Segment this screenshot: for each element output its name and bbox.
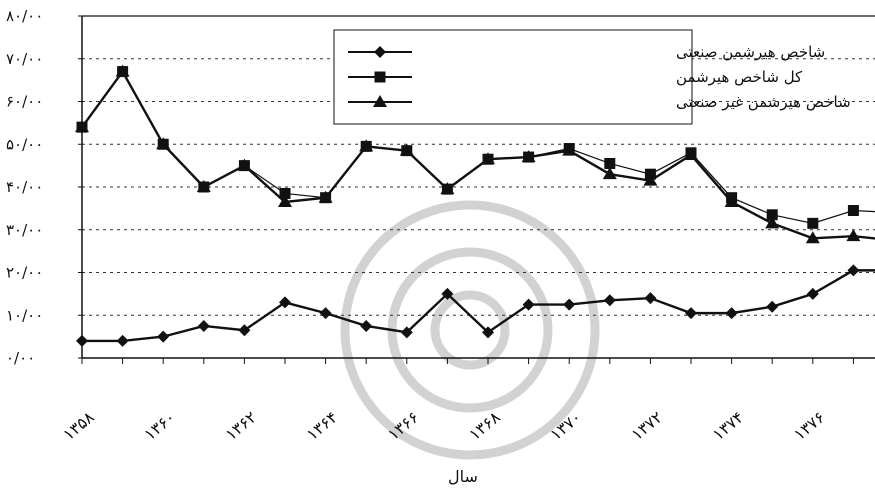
x-tick-label: ۱۳۵۸ [59, 407, 98, 444]
legend-marker-triangle [373, 95, 387, 107]
data-point-diamond [685, 307, 697, 320]
x-tick-label: ۱۳۷۸ [871, 407, 875, 444]
y-tick-label: ۸۰/۰۰ [6, 7, 43, 25]
data-point-diamond [766, 300, 779, 313]
data-point-square [563, 143, 575, 155]
x-tick-label: ۱۳۷۴ [709, 407, 748, 444]
data-point-diamond [603, 294, 616, 307]
series-diamond [76, 264, 875, 347]
x-tick-label: ۱۳۶۰ [140, 407, 179, 444]
x-axis-label: سال [448, 467, 478, 486]
data-point-triangle [765, 216, 780, 229]
legend-label: شاخص هیرشمن صنعتی [676, 43, 825, 61]
x-tick-label: ۱۳۷۰ [546, 407, 585, 444]
data-point-square [766, 209, 778, 221]
y-tick-label: ۲۰/۰۰ [6, 264, 43, 282]
data-point-triangle [805, 231, 820, 244]
data-point-square [847, 205, 859, 217]
x-tick-label: ۱۳۷۶ [790, 407, 829, 444]
series-lines [75, 64, 875, 347]
data-point-square [157, 138, 169, 150]
y-tick-label: ۵۰/۰۰ [6, 135, 43, 153]
series-square [76, 66, 875, 229]
y-axis-ticks: ۰/۰۰ ۱۰/۰۰ ۲۰/۰۰ ۳۰/۰۰ ۴۰/۰۰ ۵۰/۰۰ ۶۰/۰۰ ۷۰/۰۰ ۸… [6, 7, 82, 367]
data-point-square [644, 168, 656, 180]
data-point-diamond [197, 319, 210, 332]
data-point-diamond [157, 330, 170, 343]
y-tick-label: ۰/۰۰ [6, 349, 35, 367]
series-line [81, 70, 875, 224]
data-point-triangle [278, 194, 292, 207]
data-point-square [726, 192, 738, 204]
data-point-triangle [602, 167, 617, 180]
data-point-diamond [400, 326, 413, 339]
data-point-square [198, 181, 210, 193]
x-axis-ticks: ۱۳۵۸ ۱۳۶۰ ۱۳۶۲ ۱۳۶۴ ۱۳۶۶ ۱۳۶۸ ۱۳۷۰ ۱۳۷۲ ۱۳۷۴ ۱۳۷۶… [59, 358, 875, 444]
y-tick-label: ۳۰/۰۰ [6, 221, 43, 239]
legend-label: شاخص هیرشمن غیر صنعتی [676, 93, 851, 111]
data-point-diamond [319, 307, 332, 320]
data-point-diamond [76, 334, 88, 347]
data-point-diamond [116, 334, 129, 347]
data-point-square [441, 183, 453, 195]
series-line [82, 269, 875, 343]
data-point-square [604, 157, 616, 169]
data-point-diamond [441, 287, 454, 300]
data-point-diamond [360, 319, 373, 332]
data-point-square [685, 147, 697, 159]
data-point-diamond [563, 298, 576, 311]
data-point-diamond [644, 292, 657, 305]
data-point-square [117, 66, 129, 78]
data-point-diamond [522, 298, 535, 311]
x-tick-label: ۱۳۶۴ [303, 407, 342, 444]
data-point-diamond [847, 264, 860, 277]
x-tick-label: ۱۳۶۲ [222, 407, 261, 444]
data-point-diamond [238, 324, 251, 337]
data-point-square [320, 192, 332, 204]
x-tick-label: ۱۳۷۲ [628, 407, 667, 444]
data-point-square [360, 140, 372, 152]
legend-label: کل شاخص هیرشمن [676, 68, 803, 86]
watermark-emblem [340, 200, 600, 460]
y-tick-label: ۴۰/۰۰ [6, 178, 43, 196]
legend: شاخص هیرشمن صنعتی کل شاخص هیرشمن شاخص هیرش… [333, 29, 851, 125]
y-tick-label: ۷۰/۰۰ [6, 50, 43, 68]
x-tick-label: ۱۳۶۸ [465, 407, 504, 444]
data-point-square [279, 187, 291, 199]
data-point-square [807, 217, 819, 229]
legend-marker-diamond [374, 46, 386, 58]
legend-marker-square [374, 71, 386, 83]
data-point-diamond [279, 296, 291, 309]
y-tick-label: ۱۰/۰۰ [6, 306, 43, 324]
data-point-triangle [846, 229, 861, 242]
data-point-diamond [725, 307, 738, 320]
data-point-square [401, 145, 413, 157]
data-point-square [482, 153, 494, 165]
data-point-square [523, 151, 535, 163]
y-tick-label: ۶۰/۰۰ [6, 93, 43, 111]
data-point-square [76, 121, 88, 133]
data-point-diamond [482, 326, 494, 339]
data-point-square [238, 160, 250, 172]
data-point-diamond [806, 287, 819, 300]
